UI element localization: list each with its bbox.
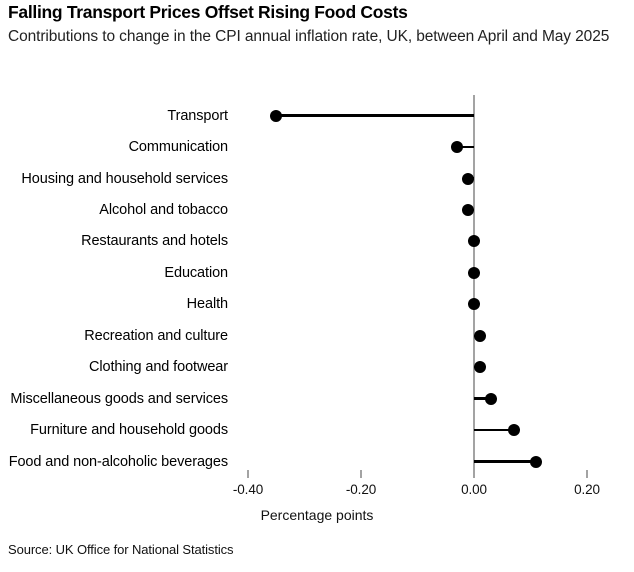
data-point-dot: [462, 172, 475, 185]
chart-subtitle: Contributions to change in the CPI annua…: [8, 28, 610, 45]
category-label: Communication: [128, 139, 229, 156]
axis-tick-label: 0.20: [574, 482, 600, 497]
data-point-dot: [468, 298, 480, 311]
axis-tick-label: -0.40: [232, 482, 264, 497]
row-track: [238, 257, 634, 288]
axis-tick-label: -0.20: [345, 482, 377, 497]
axis-tick-label: 0.00: [461, 482, 487, 497]
axis-tick: [360, 470, 362, 478]
data-point-dot: [270, 109, 283, 122]
chart-row: Alcohol and tobacco: [0, 194, 634, 225]
row-track: [238, 194, 634, 225]
lollipop-stem: [474, 428, 514, 432]
row-track: [238, 131, 634, 162]
row-track: [238, 289, 634, 320]
data-point-dot: [451, 141, 464, 154]
lollipop-stem: [457, 145, 474, 149]
category-label: Transport: [167, 107, 228, 124]
data-point-dot: [468, 266, 480, 279]
lollipop-stem: [474, 460, 537, 463]
row-track: [238, 320, 634, 351]
category-label: Alcohol and tobacco: [99, 202, 228, 219]
category-label: Housing and household services: [21, 170, 228, 187]
x-axis-label: Percentage points: [260, 507, 374, 523]
category-label: Food and non-alcoholic beverages: [8, 453, 228, 470]
chart-row: Transport: [0, 100, 634, 131]
row-track: [238, 100, 634, 131]
row-track: [238, 446, 634, 477]
category-label: Education: [164, 264, 228, 281]
data-point-dot: [462, 204, 475, 217]
category-label: Recreation and culture: [84, 327, 228, 344]
zero-baseline: [473, 95, 475, 478]
chart-row: Recreation and culture: [0, 320, 634, 351]
chart-row: Health: [0, 289, 634, 320]
category-label: Clothing and footwear: [89, 359, 228, 376]
axis-tick: [473, 470, 475, 478]
chart-title: Falling Transport Prices Offset Rising F…: [8, 2, 408, 22]
category-label: Restaurants and hotels: [81, 233, 228, 250]
data-point-dot: [484, 392, 497, 405]
chart-row: Miscellaneous goods and services: [0, 383, 634, 414]
row-track: [238, 383, 634, 414]
chart-row: Education: [0, 257, 634, 288]
axis-tick: [247, 470, 249, 478]
data-point-dot: [468, 235, 480, 248]
chart-row: Restaurants and hotels: [0, 226, 634, 257]
chart-row: Clothing and footwear: [0, 352, 634, 383]
chart-row: Housing and household services: [0, 163, 634, 194]
source-note: Source: UK Office for National Statistic…: [8, 542, 234, 557]
row-track: [238, 163, 634, 194]
category-label: Miscellaneous goods and services: [10, 390, 228, 407]
category-label: Health: [186, 296, 228, 313]
lollipop-stem: [474, 397, 491, 400]
category-label: Furniture and household goods: [30, 422, 228, 439]
data-point-dot: [530, 455, 543, 468]
row-track: [238, 226, 634, 257]
data-point-dot: [507, 424, 520, 437]
chart-row: Furniture and household goods: [0, 414, 634, 445]
chart-row: Communication: [0, 131, 634, 162]
lollipop-stem: [276, 114, 474, 117]
axis-tick: [586, 470, 588, 478]
chart-row: Food and non-alcoholic beverages: [0, 446, 634, 477]
row-track: [238, 352, 634, 383]
lollipop-chart: Transport Communication Housing and househ…: [0, 100, 634, 477]
data-point-dot: [473, 361, 486, 374]
row-track: [238, 414, 634, 445]
data-point-dot: [473, 329, 486, 342]
